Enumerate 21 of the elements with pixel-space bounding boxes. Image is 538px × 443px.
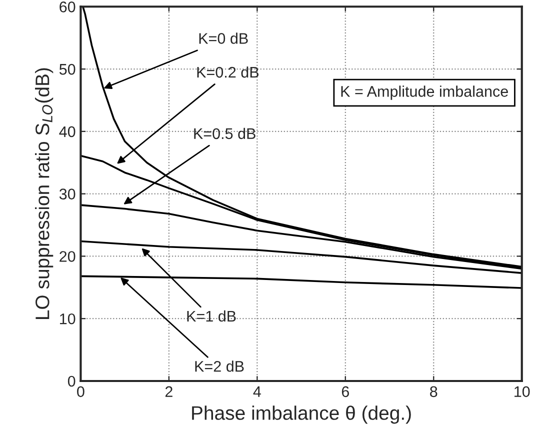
x-tick-label: 2 [165,386,172,397]
annotation: K=0.2 dB [197,66,259,78]
annotation: K=1 dB [187,310,236,322]
y-tick-label: 50 [59,64,76,75]
x-axis-title: Phase imbalance θ (deg.) [192,406,411,424]
y-tick-label: 40 [59,126,76,138]
annotation: K=0.5 dB [194,128,256,140]
x-tick-label: 4 [253,386,261,397]
y-tick-label: 60 [60,2,76,12]
y-tick-label: 10 [60,313,76,324]
x-tick-label: 8 [430,386,438,398]
y-tick-label: 20 [60,251,76,262]
y-axis-title: LO suppression ratio S$_{LO}$(dB) [35,68,54,319]
y-tick-label: 0 [68,376,76,387]
annotation: K=0 dB [199,32,248,44]
x-tick-label: 6 [342,386,349,398]
x-tick-label: 10 [514,386,530,398]
y-tick-label: 30 [59,188,76,200]
x-tick-label: 0 [77,386,84,398]
annotation: K = Amplitude imbalance [341,86,508,100]
annotation: K=2 dB [195,360,244,372]
